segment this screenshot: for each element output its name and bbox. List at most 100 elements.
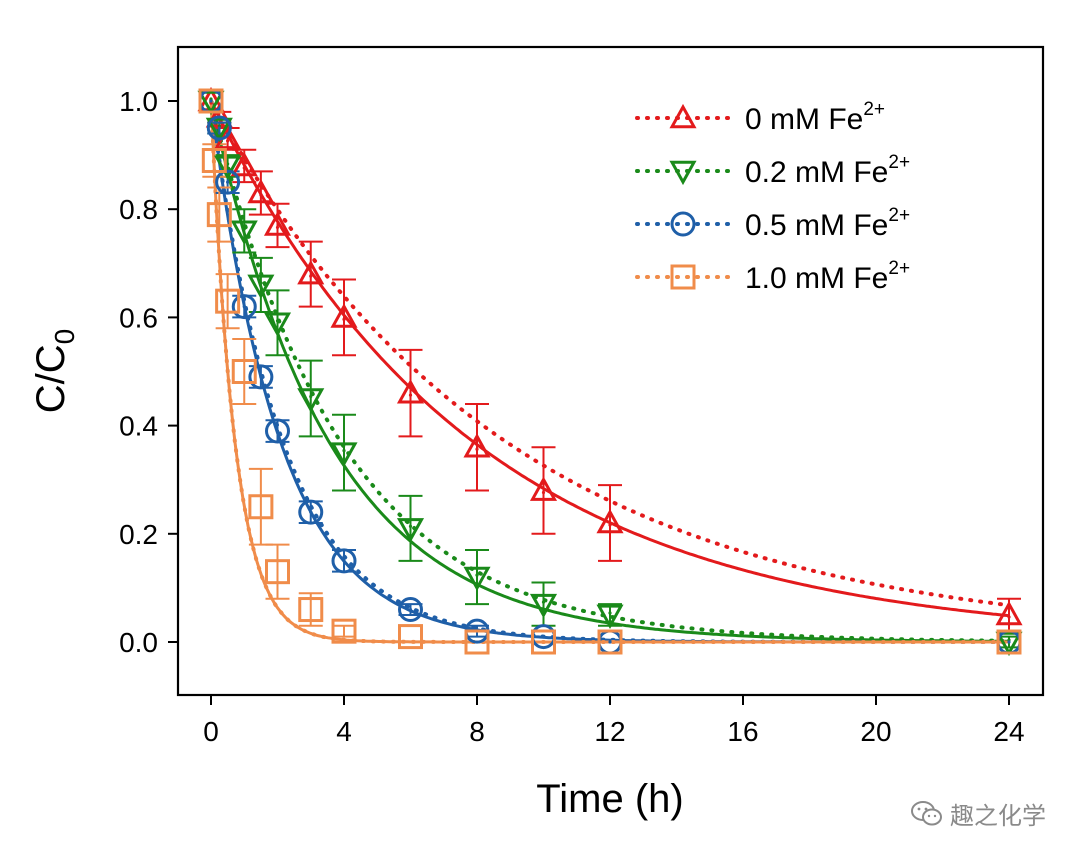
data-point-dot-series-1-11 — [608, 611, 612, 615]
data-point-dot-series-1-6 — [309, 394, 313, 399]
data-point-series-3-10 — [464, 629, 490, 655]
data-point-series-1-7 — [330, 442, 358, 467]
data-point-dot-series-1-5 — [275, 319, 280, 323]
y-tick-label-2: 0.4 — [119, 411, 158, 442]
data-point-dot-series-2-1 — [217, 126, 221, 130]
data-point-series-0-5 — [263, 211, 292, 236]
data-point-series-1-10 — [529, 593, 558, 619]
data-point-dot-series-0-9 — [475, 447, 479, 451]
data-point-series-0-12 — [995, 600, 1023, 626]
y-tick-label-3: 0.6 — [119, 302, 158, 333]
data-point-series-3-13 — [996, 629, 1022, 655]
data-point-dot-series-1-3 — [242, 227, 246, 231]
legend-marker-series-3 — [670, 264, 696, 290]
legend-label-series-0: 0 mM Fe2+ — [745, 99, 885, 136]
y-tick-label-0: 0.0 — [119, 627, 158, 658]
wechat-icon — [911, 800, 942, 825]
data-point-dot-series-0-5 — [275, 225, 280, 230]
markers-layer — [197, 86, 1023, 657]
x-axis-title: Time (h) — [536, 777, 683, 821]
data-point-series-3-6 — [265, 559, 290, 585]
data-point-dot-series-0-7 — [342, 317, 346, 321]
data-point-dot-series-2-10 — [541, 634, 546, 639]
y-tick-label-5: 1.0 — [119, 86, 158, 117]
y-tick-label-1: 0.2 — [119, 519, 158, 550]
data-point-series-1-2 — [214, 155, 242, 181]
data-point-series-0-7 — [330, 303, 358, 328]
plot-area — [176, 45, 1045, 697]
data-point-dot-series-0-6 — [309, 274, 313, 278]
data-point-series-2-1 — [206, 115, 232, 141]
legend: 0 mM Fe2+0.2 mM Fe2+0.5 mM Fe2+1.0 mM Fe… — [635, 99, 910, 295]
y-axis-title: C/C0 — [29, 329, 80, 413]
data-point-series-0-8 — [396, 379, 425, 404]
data-point-series-3-11 — [531, 629, 556, 655]
data-point-series-3-0 — [198, 88, 224, 114]
data-point-series-3-1 — [201, 148, 227, 174]
legend-label-text-series-0: 0 mM Fe — [745, 103, 863, 136]
data-point-series-0-4 — [247, 178, 275, 204]
data-point-dot-series-1-8 — [408, 524, 413, 528]
legend-label-sup-series-0: 2+ — [863, 99, 885, 120]
x-tick-label-0: 0 — [203, 716, 219, 747]
data-point-dot-series-2-0 — [209, 99, 213, 103]
data-point-dot-series-0-4 — [259, 193, 263, 197]
data-point-series-1-6 — [297, 388, 325, 413]
data-point-dot-series-2-8 — [408, 607, 413, 612]
data-point-series-3-8 — [331, 618, 357, 644]
data-point-dot-series-0-3 — [242, 166, 246, 170]
data-point-series-0-11 — [596, 508, 624, 534]
data-point-series-1-5 — [263, 312, 292, 337]
legend-label-series-1: 0.2 mM Fe2+ — [745, 152, 910, 189]
data-point-series-3-3 — [215, 288, 241, 314]
legend-label-text-series-1: 0.2 mM Fe — [745, 156, 888, 189]
x-tick-label-12: 12 — [594, 716, 625, 747]
data-point-series-3-2 — [206, 202, 232, 228]
data-point-dot-series-2-5 — [275, 429, 280, 433]
data-point-dot-series-2-2 — [226, 180, 230, 184]
data-point-dot-series-2-3 — [242, 304, 246, 309]
watermark-text: 趣之化学 — [950, 803, 1046, 830]
data-point-dot-series-2-12 — [1007, 640, 1011, 644]
data-point-series-1-4 — [247, 274, 275, 300]
data-point-dot-series-1-10 — [541, 600, 546, 604]
x-tick-label-24: 24 — [993, 716, 1024, 747]
x-tick-label-16: 16 — [727, 716, 758, 747]
y-axis-title-sub: 0 — [49, 329, 80, 345]
data-point-series-3-5 — [248, 494, 274, 520]
legend-label-sup-series-3: 2+ — [888, 258, 910, 279]
x-tick-label-4: 4 — [336, 716, 352, 747]
data-point-series-3-7 — [298, 597, 324, 623]
legend-marker-series-1 — [669, 160, 697, 186]
x-tick-label-8: 8 — [469, 716, 485, 747]
x-axis: 0 4 8 12 16 20 24 — [203, 695, 1025, 747]
data-point-dot-series-2-11 — [608, 640, 612, 644]
data-point-series-1-3 — [230, 220, 258, 245]
data-point-series-3-4 — [231, 359, 257, 384]
watermark: 趣之化学 — [910, 796, 1046, 831]
legend-label-series-3: 1.0 mM Fe2+ — [745, 258, 910, 295]
y-axis-title-main: C/C — [29, 344, 73, 413]
data-point-series-3-12 — [597, 629, 623, 655]
data-point-dot-series-0-12 — [1007, 615, 1011, 619]
data-point-series-0-6 — [297, 260, 325, 285]
legend-label-sup-series-2: 2+ — [888, 205, 910, 226]
data-point-dot-series-2-4 — [259, 375, 263, 379]
data-point-series-1-12 — [995, 631, 1023, 657]
data-point-series-0-9 — [463, 433, 491, 458]
data-point-series-2-5 — [265, 418, 290, 444]
data-point-series-2-3 — [231, 294, 257, 320]
data-point-series-2-7 — [331, 548, 357, 574]
data-point-series-2-4 — [248, 364, 274, 390]
data-point-series-1-8 — [396, 518, 425, 543]
data-point-series-1-0 — [197, 90, 225, 116]
legend-label-series-2: 0.5 mM Fe2+ — [745, 205, 910, 242]
y-axis: 0.0 0.2 0.4 0.6 0.8 1.0 — [119, 86, 178, 658]
data-point-series-2-6 — [298, 499, 324, 525]
data-point-dot-series-2-6 — [309, 510, 313, 514]
data-point-series-0-3 — [230, 151, 258, 177]
data-point-series-1-9 — [463, 566, 491, 592]
data-point-series-2-2 — [215, 169, 241, 195]
y-tick-label-4: 0.8 — [119, 194, 158, 225]
legend-label-sup-series-1: 2+ — [888, 152, 910, 173]
